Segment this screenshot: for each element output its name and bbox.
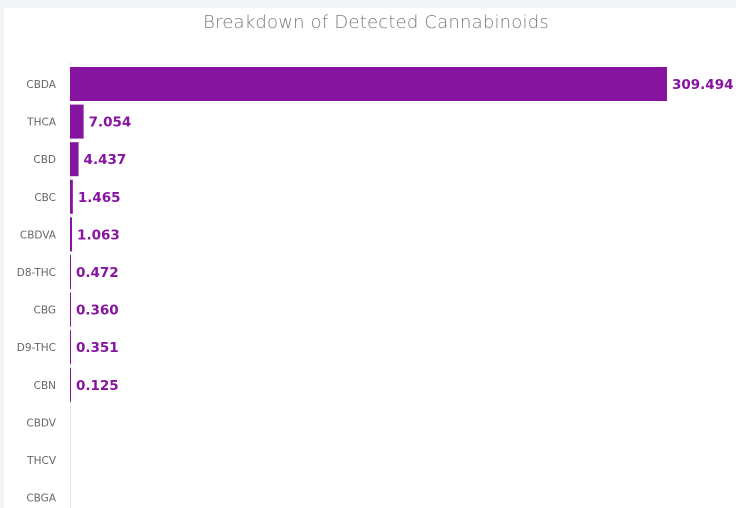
bar[interactable]: [70, 217, 73, 252]
category-label: CBGA: [26, 493, 56, 505]
data-label: 7.054: [89, 115, 132, 131]
bar[interactable]: [70, 367, 71, 402]
bar[interactable]: [70, 292, 71, 327]
data-label: 4.437: [84, 152, 127, 168]
bar[interactable]: [70, 179, 73, 214]
bar[interactable]: [70, 104, 84, 139]
data-label: 0.360: [76, 303, 119, 319]
category-label: CBDV: [26, 417, 56, 429]
category-label: CBD: [33, 154, 56, 166]
data-label: 0.472: [76, 265, 119, 281]
data-label: 0.351: [76, 340, 119, 356]
category-label: CBDVA: [20, 229, 57, 241]
category-label: CBDA: [26, 79, 56, 91]
value-labels: 309.494 7.054 4.437 1.465 1.063 0.472 0.360 0.3…: [76, 77, 734, 394]
category-label: D8-THC: [17, 267, 56, 279]
bar[interactable]: [70, 142, 79, 177]
category-label: CBN: [34, 380, 56, 392]
category-label: THCA: [26, 117, 57, 129]
category-label: CBG: [34, 305, 57, 317]
bar[interactable]: [70, 255, 71, 289]
category-label: CBC: [34, 192, 56, 204]
bars: [70, 67, 667, 402]
category-label: D9-THC: [17, 342, 56, 354]
data-label: 1.465: [78, 190, 121, 206]
bar[interactable]: [70, 330, 71, 365]
bar[interactable]: [70, 67, 667, 101]
category-labels: CBDA THCA CBD CBC CBDVA D8-THC CBG D9-THC CBN CBD…: [17, 79, 57, 505]
data-label: 309.494: [672, 77, 734, 93]
data-label: 1.063: [77, 227, 120, 243]
data-label: 0.125: [76, 378, 119, 394]
chart-title: Breakdown of Detected Cannabinoids: [203, 12, 549, 33]
category-label: THCV: [26, 455, 57, 467]
